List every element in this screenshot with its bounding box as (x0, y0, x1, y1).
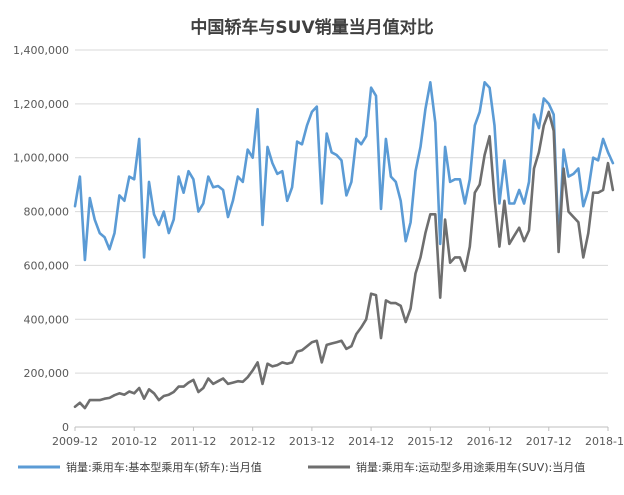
y-tick-label: 1,400,000 (13, 44, 69, 57)
y-tick-label: 400,000 (24, 313, 70, 326)
series-line-2 (73, 110, 615, 410)
x-axis-ticks: 2009-12 2010-12 2011-12 2012-12 2013-12 2014-… (52, 427, 624, 448)
x-tick-label: 2009-12 (52, 435, 98, 448)
y-tick-label: 800,000 (24, 206, 70, 219)
y-axis-ticks: 0 200,000 400,000 600,000 800,000 1,000,000 1,… (13, 44, 69, 434)
y-tick-label: 1,200,000 (13, 98, 69, 111)
x-tick-label: 2010-12 (111, 435, 157, 448)
x-tick-label: 2012-12 (230, 435, 276, 448)
x-tick-label: 2015-12 (407, 435, 453, 448)
y-tick-label: 0 (62, 421, 69, 434)
y-tick-label: 600,000 (24, 259, 70, 272)
series-lines (73, 81, 615, 410)
x-tick-label: 2013-12 (289, 435, 335, 448)
legend: 销量:乘用车:基本型乘用车(轿车):当月值 销量:乘用车:运动型多用途乘用车(SU… (18, 460, 585, 474)
x-tick-label: 2011-12 (170, 435, 216, 448)
chart-title: 中国轿车与SUV销量当月值对比 (190, 17, 433, 38)
series-line-1 (73, 81, 615, 262)
x-tick-label: 2017-12 (526, 435, 572, 448)
legend-label-2: 销量:乘用车:运动型多用途乘用车(SUV):当月值 (356, 460, 585, 474)
x-tick-label: 2016-12 (467, 435, 513, 448)
y-tick-label: 1,000,000 (13, 152, 69, 165)
gridlines (75, 49, 608, 428)
x-tick-label: 2014-12 (348, 435, 394, 448)
legend-label-1: 销量:乘用车:基本型乘用车(轿车):当月值 (66, 460, 262, 474)
x-tick-label: 2018-12 (585, 435, 624, 448)
y-tick-label: 200,000 (24, 367, 70, 380)
